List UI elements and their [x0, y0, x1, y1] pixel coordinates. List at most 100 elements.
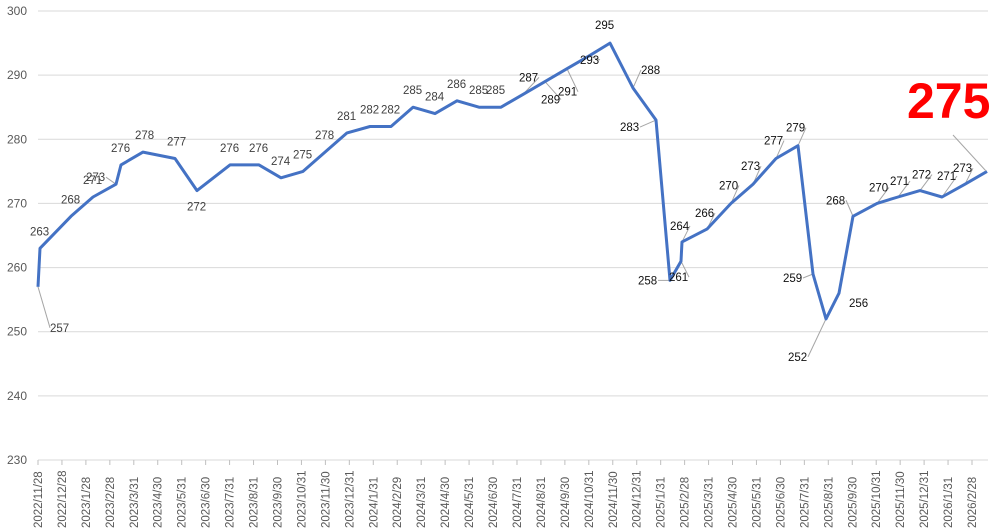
x-tick-label: 2024/5/31: [464, 477, 476, 528]
y-tick-label: 280: [7, 132, 27, 146]
data-label: 271: [890, 176, 909, 188]
data-label: 271: [83, 175, 102, 187]
data-label: 258: [638, 275, 657, 287]
x-tick-label: 2025/6/30: [775, 477, 787, 528]
y-tick-label: 270: [7, 196, 27, 210]
leader-line: [37, 286, 51, 328]
data-label: 275: [293, 149, 312, 161]
y-tick-label: 250: [7, 325, 27, 339]
x-tick-label: 2024/9/30: [560, 477, 572, 528]
data-label: 273: [741, 161, 760, 173]
leader-line: [105, 176, 117, 185]
data-label: 263: [30, 226, 49, 238]
x-tick-label: 2026/2/28: [967, 477, 979, 528]
data-label: 270: [719, 180, 738, 192]
x-tick-label: 2022/12/28: [57, 470, 69, 528]
x-tick-label: 2025/7/31: [799, 477, 811, 528]
x-tick-label: 2023/10/31: [296, 470, 308, 528]
leader-line: [639, 119, 657, 128]
data-label: 293: [580, 55, 599, 67]
x-tick-label: 2024/2/29: [392, 477, 404, 528]
data-label: 291: [558, 87, 577, 99]
x-tick-label: 2024/8/31: [536, 477, 548, 528]
data-label: 278: [315, 130, 334, 142]
x-tick-label: 2025/12/31: [919, 470, 931, 528]
x-tick-label: 2023/4/30: [153, 477, 165, 528]
data-label: 257: [50, 323, 69, 335]
x-tick-label: 2023/3/31: [129, 477, 141, 528]
data-label: 273: [953, 163, 972, 175]
x-tick-label: 2024/3/31: [416, 477, 428, 528]
x-tick-label: 2023/7/31: [225, 477, 237, 528]
x-tick-label: 2025/1/31: [656, 477, 668, 528]
x-tick-label: 2023/12/31: [344, 470, 356, 528]
x-tick-label: 2023/9/30: [272, 477, 284, 528]
data-label: 289: [541, 95, 560, 107]
data-label: 284: [425, 92, 445, 104]
leader-line: [807, 318, 827, 358]
leader-line: [964, 167, 974, 185]
data-label: 282: [381, 104, 400, 116]
x-tick-label: 2025/2/28: [680, 477, 692, 528]
data-label: 252: [788, 352, 807, 364]
data-label: 270: [869, 182, 888, 194]
leader-line: [566, 68, 579, 92]
data-label: 272: [187, 202, 206, 214]
series-line: [36, 41, 988, 321]
leader-line: [802, 273, 814, 279]
data-label: 276: [111, 143, 130, 155]
data-label: 268: [61, 194, 80, 206]
leader-line: [588, 55, 601, 61]
data-label: 264: [670, 221, 690, 233]
data-label: 273: [86, 172, 105, 184]
data-label: 266: [695, 208, 714, 220]
data-label: 276: [220, 143, 239, 155]
leader-line: [680, 260, 690, 278]
data-label: 261: [669, 272, 688, 284]
data-label: 295: [595, 20, 614, 32]
data-label: 279: [786, 123, 805, 135]
x-tick-label: 2023/11/30: [320, 471, 332, 528]
data-label: 274: [271, 156, 291, 168]
x-tick-label: 2023/2/28: [105, 477, 117, 528]
gridlines: [38, 10, 988, 461]
x-tick-label: 2023/5/31: [177, 477, 189, 528]
data-label: 283: [620, 122, 639, 134]
x-tick-label: 2022/11/28: [33, 471, 45, 528]
data-label: 281: [337, 111, 356, 123]
data-label: 259: [783, 273, 802, 285]
y-tick-label: 290: [7, 68, 27, 82]
y-tick-label: 300: [7, 4, 27, 18]
data-label: 276: [249, 143, 268, 155]
leader-line: [941, 175, 958, 198]
y-tick-label: 230: [7, 453, 27, 467]
x-tick-label: 2023/6/30: [201, 477, 213, 528]
data-label: 287: [519, 72, 538, 84]
data-label: 256: [849, 298, 868, 310]
x-axis: 2022/11/28 2022/12/28 2023/1/28 2023/2/28 20…: [33, 460, 979, 528]
x-tick-label: 2026/1/31: [943, 477, 955, 528]
x-tick-label: 2025/4/30: [728, 477, 740, 528]
data-label: 271: [937, 171, 956, 183]
x-tick-label: 2025/5/31: [751, 477, 763, 528]
data-label: 285: [403, 85, 422, 97]
y-tick-label: 260: [7, 261, 27, 275]
y-tick-label: 240: [7, 389, 27, 403]
leader-line: [919, 174, 933, 191]
x-tick-label: 2024/6/30: [488, 477, 500, 528]
x-tick-label: 2024/7/31: [512, 477, 524, 528]
data-label: 285: [469, 85, 488, 97]
x-tick-label: 2024/12/31: [632, 470, 644, 528]
x-tick-label: 2025/8/31: [823, 477, 835, 528]
callout-leader-line: [952, 134, 987, 172]
leader-line: [897, 180, 911, 198]
leader-line: [876, 187, 890, 204]
data-label: 286: [447, 79, 466, 91]
data-label: 278: [135, 130, 154, 142]
x-tick-label: 2025/11/30: [895, 471, 907, 528]
latest-value-callout: 275: [907, 73, 990, 129]
leader-line: [797, 127, 807, 146]
data-label: 272: [912, 170, 931, 182]
